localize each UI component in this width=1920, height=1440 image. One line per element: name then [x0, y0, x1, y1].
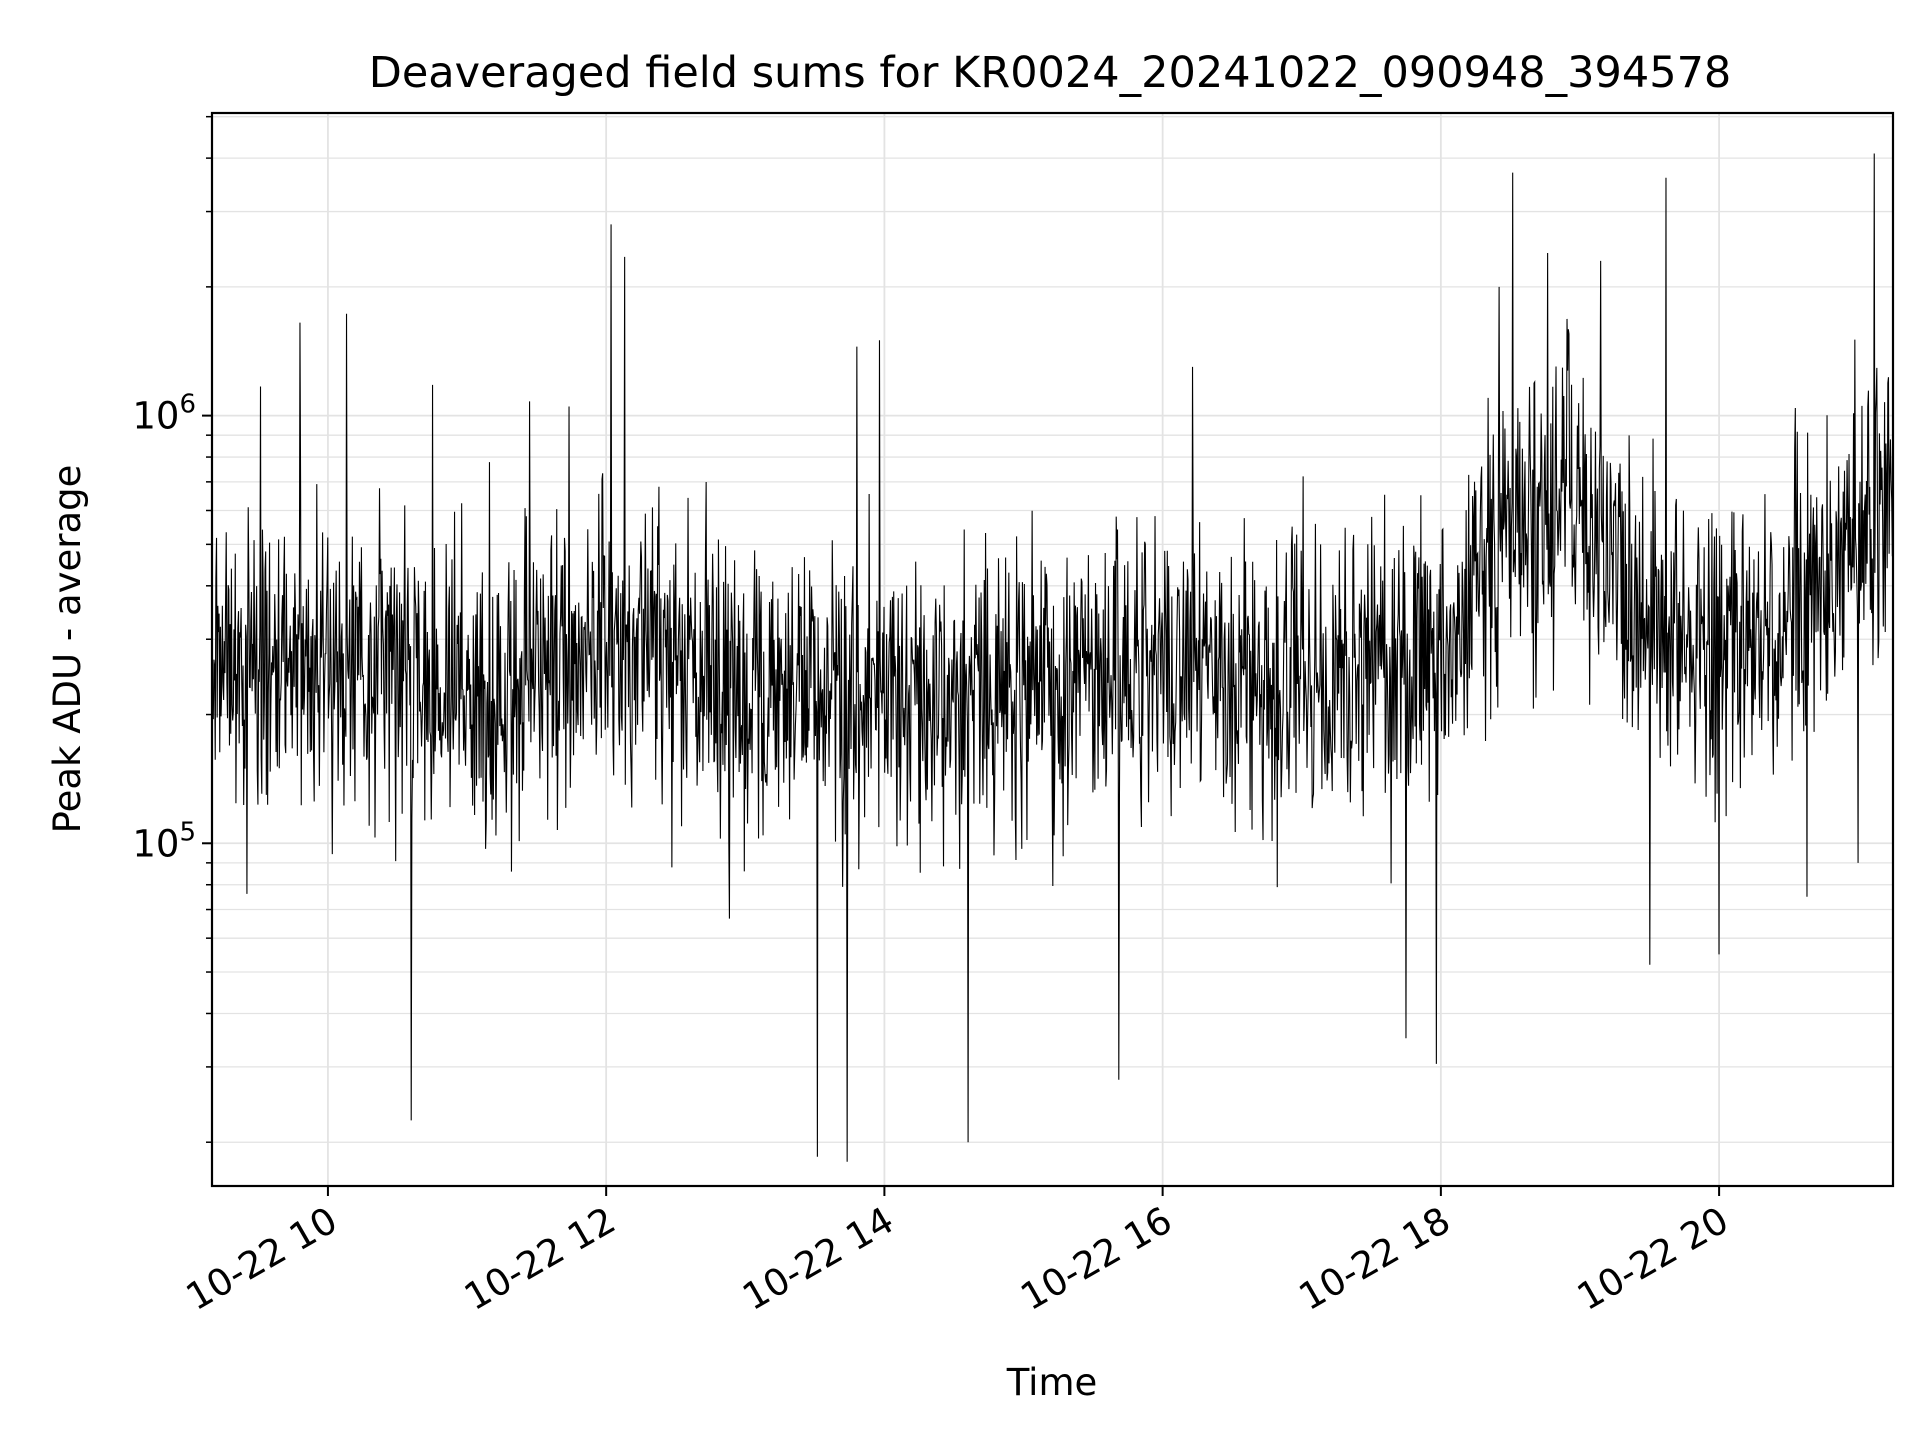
y-axis-ticks: 105 106 [132, 115, 212, 1143]
y-tick-label: 106 [132, 390, 196, 438]
series-line [211, 153, 1894, 1162]
data-series [211, 153, 1894, 1162]
grid-lines [212, 113, 1893, 1186]
chart-title: Deaveraged field sums for KR0024_2024102… [369, 48, 1732, 98]
y-axis-label: Peak ADU - average [46, 465, 89, 834]
plot-area-frame [210, 111, 1895, 1188]
y-tick-label: 105 [132, 817, 196, 865]
x-axis-label: Time [1006, 1361, 1098, 1404]
